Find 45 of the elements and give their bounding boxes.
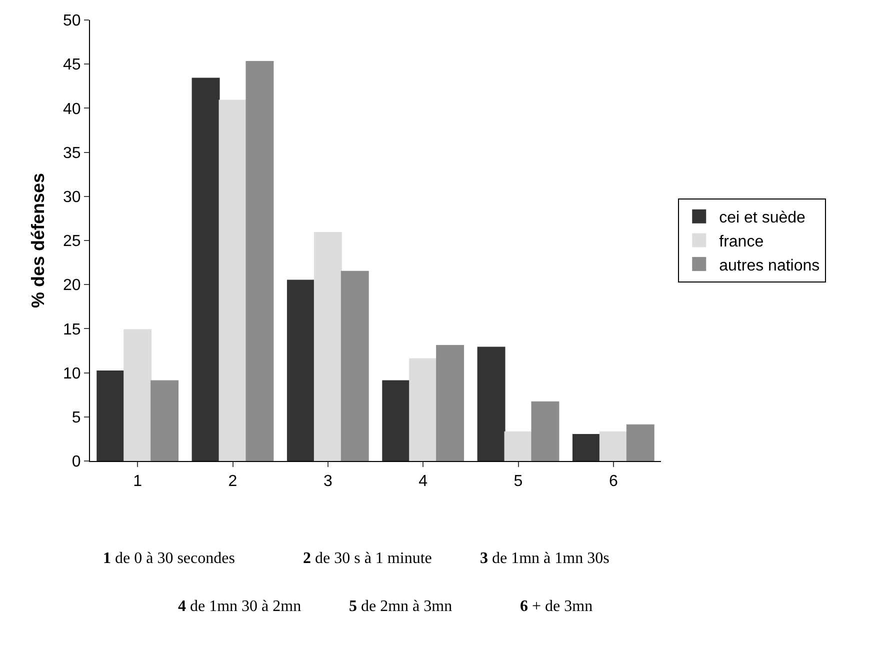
y-axis-title: % des défenses: [28, 172, 48, 308]
bar: [218, 100, 247, 461]
bar: [96, 370, 125, 461]
bar: [531, 401, 560, 461]
bar: [340, 270, 369, 461]
y-tick-label: 15: [63, 321, 81, 338]
bar: [572, 434, 600, 461]
text: 3 de 1mn à 1mn 30s: [480, 550, 610, 567]
legend-label: autres nations: [719, 257, 820, 274]
bar: [382, 380, 410, 461]
y-tick-label: 40: [63, 100, 81, 118]
y-tick-label: 30: [63, 189, 81, 206]
bar: [246, 60, 274, 461]
y-tick-label: 45: [63, 56, 81, 74]
x-tick-label: 2: [228, 473, 238, 490]
bar: [314, 232, 342, 461]
x-tick-label: 6: [608, 473, 618, 490]
bar: [477, 346, 506, 461]
bar: [124, 329, 152, 461]
text: 6 + de 3mn: [520, 598, 593, 615]
x-tick-label: 1: [133, 473, 142, 490]
x-tick-label: 5: [514, 473, 523, 490]
y-tick-label: 35: [63, 144, 81, 162]
bar: [599, 431, 628, 461]
y-tick-label: 0: [72, 454, 81, 471]
legend-label: cei et suède: [719, 210, 806, 227]
bar: [504, 431, 532, 461]
text: 5 de 2mn à 3mn: [349, 598, 452, 615]
text: 4 de 1mn 30 à 2mn: [178, 598, 302, 615]
bar: [150, 380, 179, 461]
text: 2 de 30 s à 1 minute: [303, 550, 432, 567]
bar: [436, 344, 464, 461]
y-tick-label: 25: [63, 233, 81, 250]
y-tick-label: 10: [63, 365, 81, 382]
y-tick-label: 50: [63, 12, 81, 30]
x-tick-label: 3: [323, 473, 332, 490]
bar: [192, 78, 220, 461]
x-tick-label: 4: [418, 473, 428, 490]
bar: [626, 424, 654, 461]
legend-label: france: [719, 233, 764, 250]
bar: [286, 280, 315, 461]
y-tick-label: 5: [72, 410, 81, 426]
y-tick-label: 20: [63, 277, 81, 294]
bar: [409, 358, 438, 461]
text: 1 de 0 à 30 secondes: [103, 550, 235, 567]
